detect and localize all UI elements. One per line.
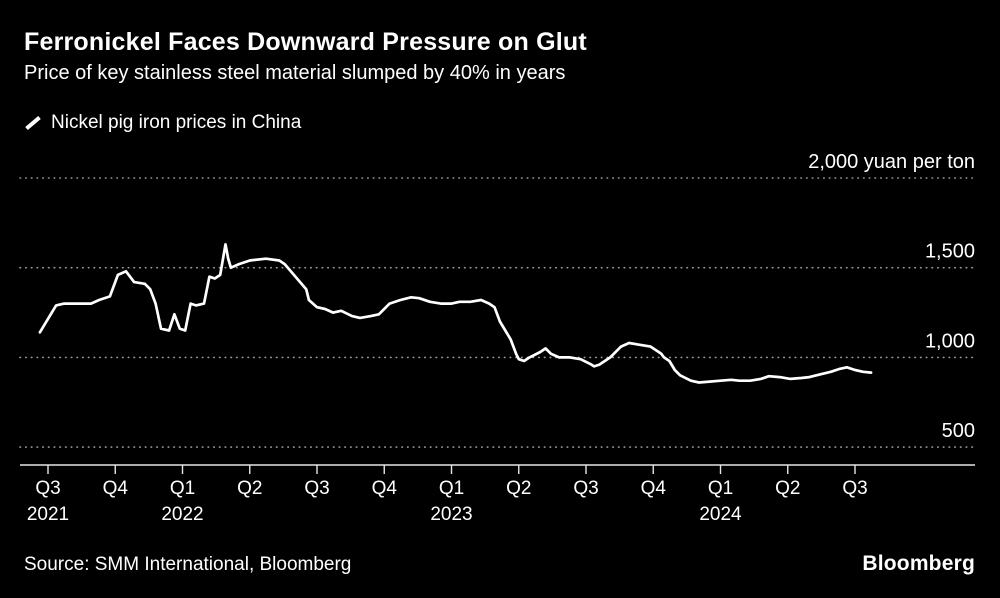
- x-tick-label: Q3: [573, 478, 598, 499]
- line-series-marker-icon: [25, 115, 41, 131]
- x-tick-label: Q1: [708, 478, 733, 499]
- y-axis-label: 500: [942, 420, 975, 442]
- chart-title: Ferronickel Faces Downward Pressure on G…: [24, 28, 587, 56]
- x-tick-label: Q4: [641, 478, 667, 499]
- x-year-label: 2024: [699, 504, 742, 525]
- line-chart: 2,000 yuan per ton 1,500 1,000 500 Q3 2021 Q4 Q…: [0, 140, 1000, 535]
- legend-label: Nickel pig iron prices in China: [51, 112, 302, 133]
- x-year-label: 2023: [430, 504, 472, 525]
- chart-svg: 2,000 yuan per ton 1,500 1,000 500 Q3 2021 Q4 Q…: [19, 151, 976, 525]
- legend: Nickel pig iron prices in China: [24, 112, 301, 134]
- price-line: [38, 243, 873, 384]
- x-tick-label: Q3: [35, 478, 60, 499]
- x-year-label: 2022: [161, 504, 203, 525]
- y-axis-label: 1,000: [925, 330, 975, 352]
- x-tick-label: Q2: [775, 478, 800, 499]
- chart-subtitle: Price of key stainless steel material sl…: [24, 62, 566, 84]
- x-tick-label: Q4: [103, 478, 129, 499]
- x-tick-label: Q4: [372, 478, 398, 499]
- x-tick-label: Q1: [170, 478, 195, 499]
- x-tick-label: Q3: [842, 478, 867, 499]
- bloomberg-logo: Bloomberg: [862, 552, 975, 575]
- y-axis-label: 1,500: [925, 241, 975, 263]
- x-tick-label: Q2: [237, 478, 262, 499]
- y-axis-label: 2,000 yuan per ton: [808, 151, 975, 173]
- source-note: Source: SMM International, Bloomberg: [24, 554, 352, 575]
- x-tick-label: Q1: [439, 478, 464, 499]
- x-year-label: 2021: [27, 504, 69, 525]
- x-tick-label: Q3: [304, 478, 329, 499]
- x-tick-label: Q2: [506, 478, 531, 499]
